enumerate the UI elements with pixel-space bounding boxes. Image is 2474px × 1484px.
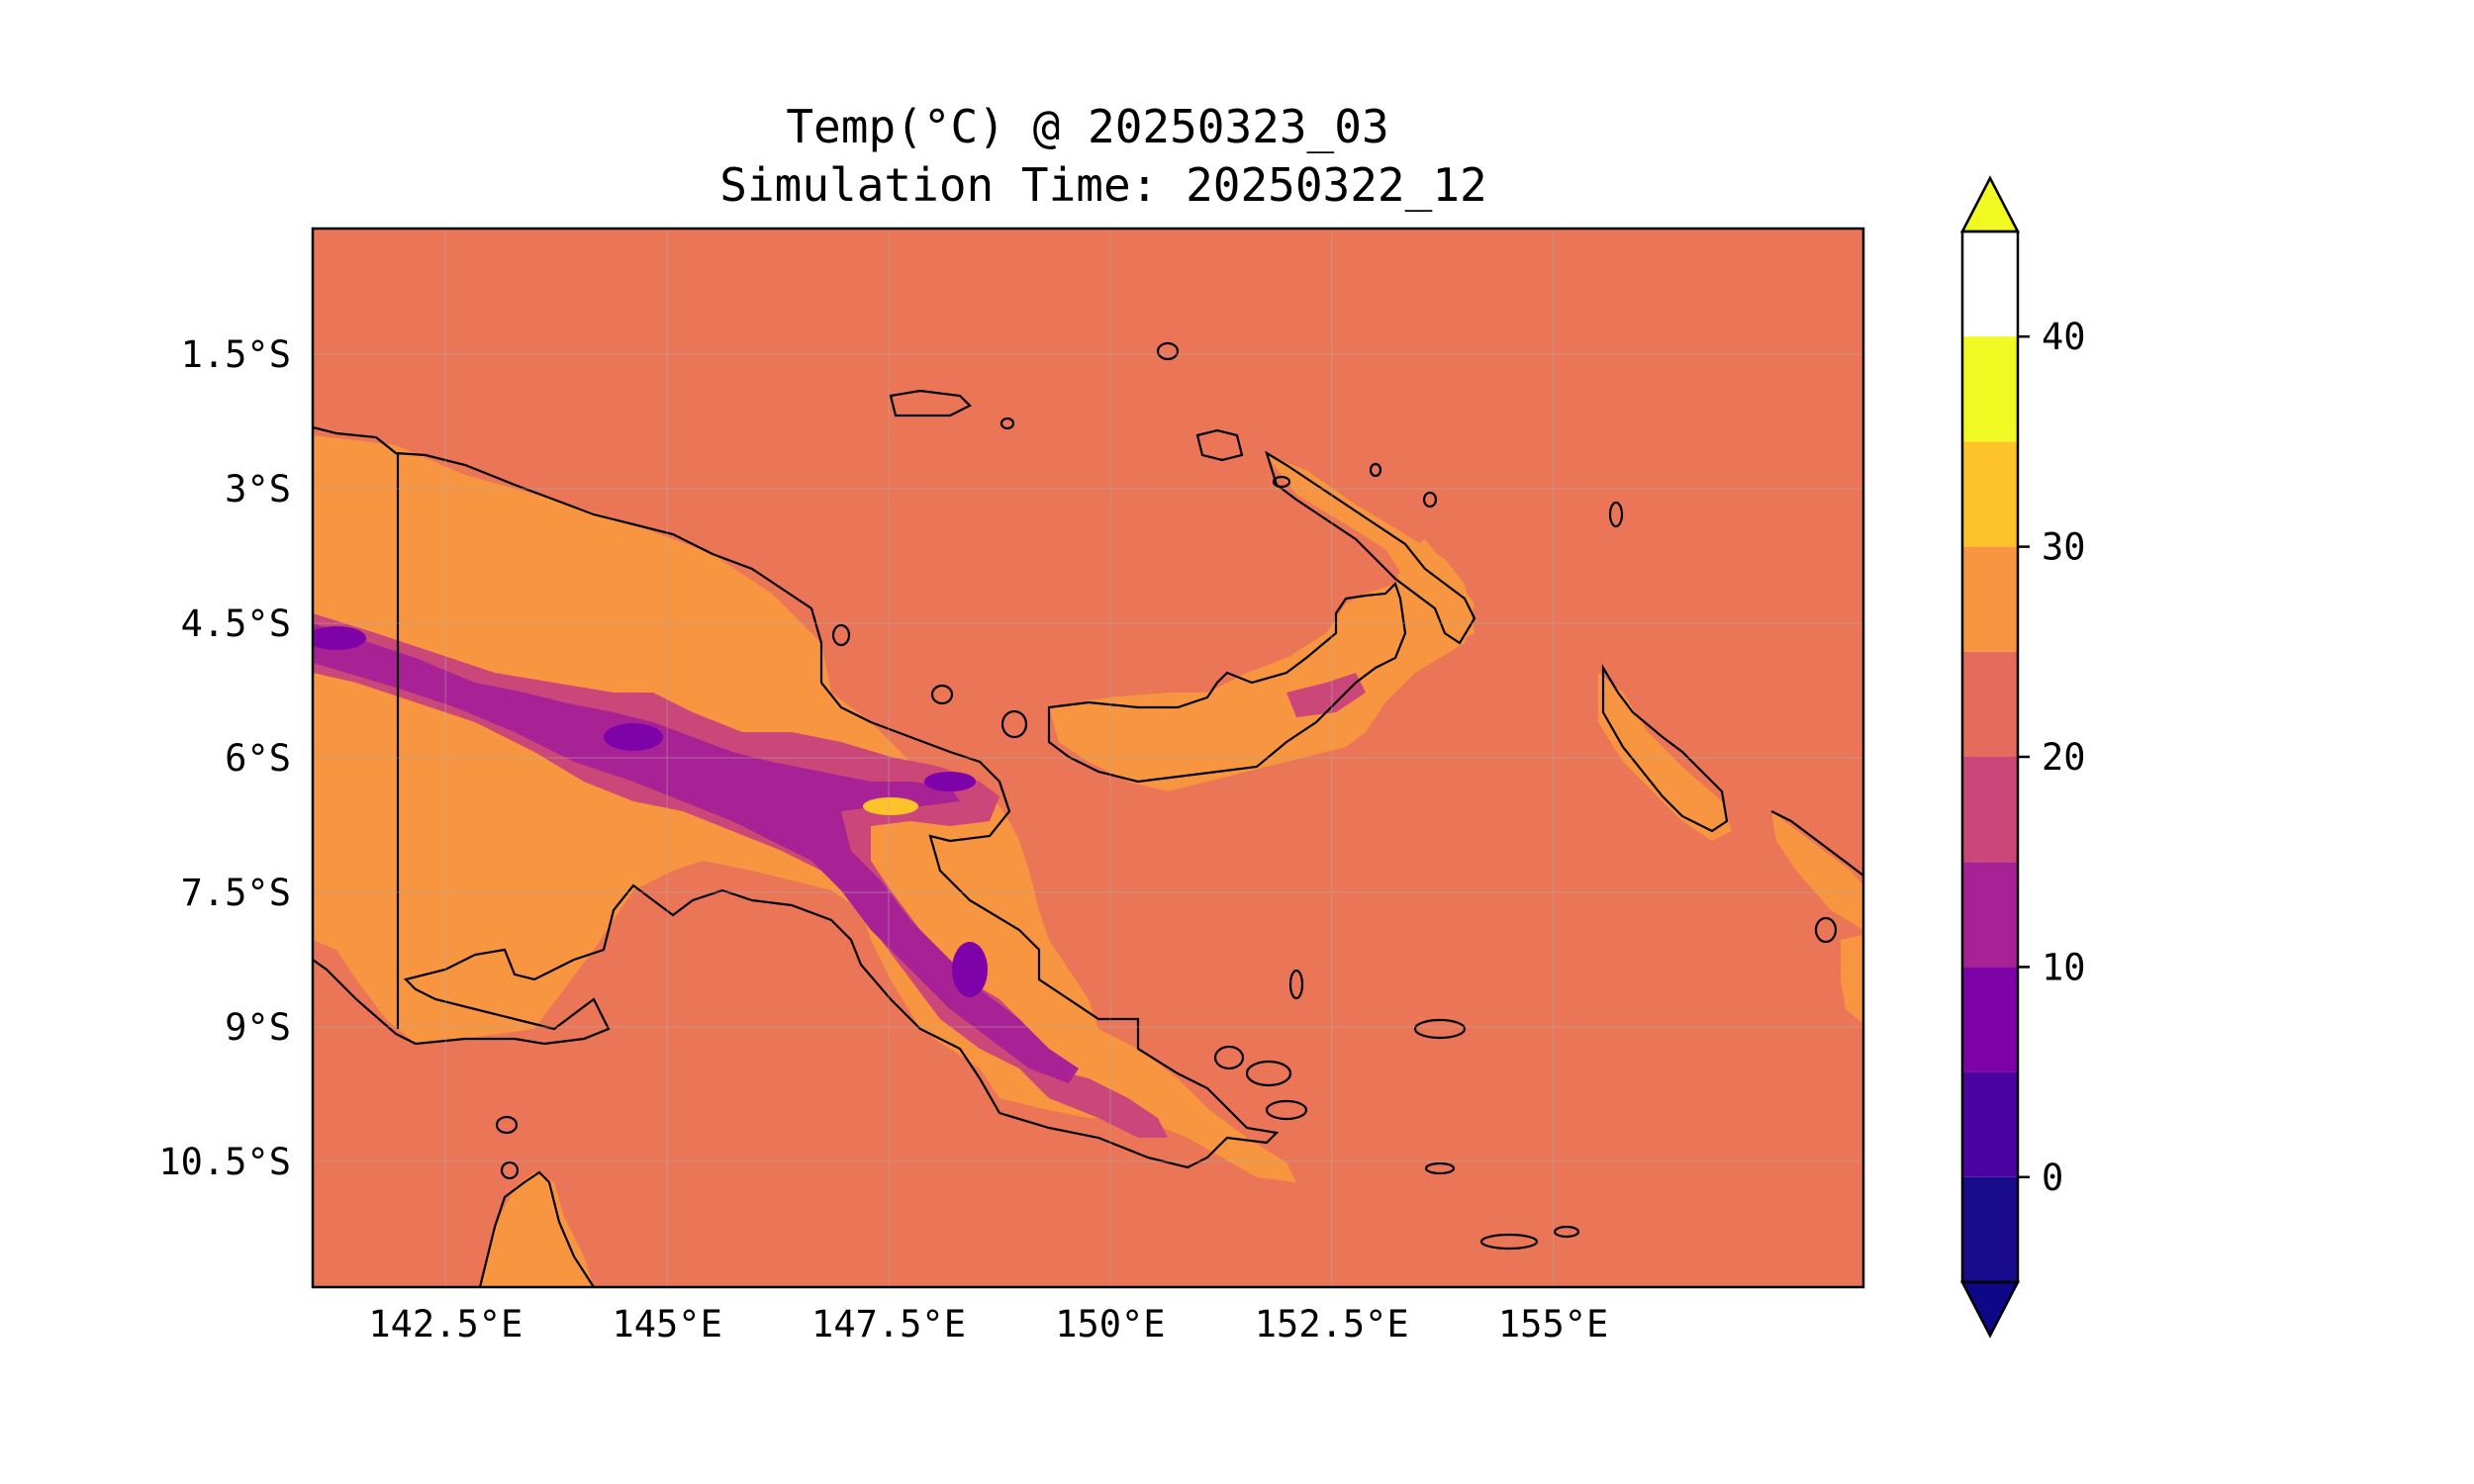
y-tick-label: 1.5°S <box>181 333 291 376</box>
small-island <box>1369 462 1382 478</box>
colorbar-segment <box>1962 1176 2018 1282</box>
colorbar: 0 10 20 30 40 <box>1959 175 2086 1339</box>
new-guinea-coastline <box>313 425 1280 1169</box>
highland-cold-zone <box>313 623 1079 1083</box>
new-britain-coastline <box>1047 581 1407 784</box>
colorbar-segment <box>1962 546 2018 652</box>
colorbar-segment <box>1962 441 2018 547</box>
y-tick-label: 9°S <box>225 1006 291 1049</box>
manus-coastline <box>1195 428 1244 462</box>
x-tick-label: 145°E <box>612 1303 721 1345</box>
small-island <box>1553 1225 1580 1239</box>
small-island <box>1272 475 1291 489</box>
map-subtitle: Simulation Time: 20250322_12 <box>719 158 1486 212</box>
gridlines <box>313 229 1863 1287</box>
peak-core-west <box>313 626 366 650</box>
solomon-warm <box>1771 811 1863 930</box>
coastlines <box>313 341 1863 1287</box>
new-britain-cool <box>1286 673 1366 717</box>
colorbar-under-arrow <box>1959 1280 2021 1339</box>
bougainville-warm <box>1598 673 1732 841</box>
colorbar-tick-label: 20 <box>2042 736 2086 779</box>
australia-warm <box>480 1172 594 1287</box>
colorbar-tick-label: 0 <box>2042 1157 2063 1199</box>
australia-coastline <box>478 1170 595 1287</box>
small-island <box>999 417 1015 430</box>
peak-core-highlands <box>604 723 663 751</box>
solomon-coastline <box>1770 810 1863 877</box>
small-island <box>495 1115 519 1135</box>
x-tick-label: 152.5°E <box>1255 1303 1409 1345</box>
small-island <box>1608 501 1624 528</box>
y-tick-label: 10.5°S <box>158 1141 291 1183</box>
colorbar-segment <box>1962 651 2018 757</box>
y-tick-label: 3°S <box>225 468 291 510</box>
colorbar-segment <box>1962 967 2018 1072</box>
y-tick-label: 4.5°S <box>181 603 291 645</box>
colorbar-tick-label: 30 <box>2042 526 2086 569</box>
small-island <box>1422 491 1438 509</box>
map-area: 142.5°E 145°E 147.5°E 150°E 152.5°E 155°E 1.5… <box>158 227 1865 1345</box>
colorbar-segment <box>1962 336 2018 442</box>
small-island <box>831 623 851 647</box>
small-island <box>1424 1161 1456 1175</box>
x-tick-label: 150°E <box>1055 1303 1165 1345</box>
small-island <box>1479 1233 1539 1251</box>
bougainville-coastline <box>1601 664 1729 833</box>
hot-spot <box>863 797 918 815</box>
colorbar-tick-label: 10 <box>2042 946 2086 988</box>
x-axis-ticks: 142.5°E 145°E 147.5°E 150°E 152.5°E 155°E <box>368 1303 1608 1345</box>
colorbar-segment <box>1962 862 2018 968</box>
x-tick-label: 147.5°E <box>811 1303 966 1345</box>
small-island <box>1213 1045 1245 1070</box>
peak-core-owen <box>952 942 988 997</box>
y-axis-ticks: 1.5°S 3°S 4.5°S 6°S 7.5°S 9°S 10.5°S <box>158 333 291 1183</box>
new-britain-warm <box>1049 539 1475 791</box>
small-island <box>1288 969 1304 1000</box>
small-island <box>1413 1018 1467 1040</box>
colorbar-tick-label: 40 <box>2042 316 2086 358</box>
small-island <box>1000 709 1028 739</box>
new-ireland-coastline <box>1265 450 1476 645</box>
small-island <box>1245 1060 1292 1087</box>
x-tick-label: 155°E <box>1498 1303 1608 1345</box>
x-tick-label: 142.5°E <box>368 1303 523 1345</box>
temperature-field <box>313 435 1863 1287</box>
map-title: Temp(°C) @ 20250323_03 <box>786 100 1388 153</box>
new-ireland-warm <box>1267 455 1475 643</box>
peak-core-central <box>924 772 976 791</box>
y-tick-label: 7.5°S <box>181 872 291 914</box>
solomon-south-warm <box>1841 935 1863 1024</box>
small-island <box>500 1160 520 1180</box>
small-island <box>930 684 954 705</box>
colorbar-segment <box>1962 1071 2018 1177</box>
map-frame <box>311 227 1865 1289</box>
colorbar-over-arrow <box>1959 175 2021 233</box>
colorbar-segment <box>1962 757 2018 863</box>
small-island <box>1265 1099 1308 1121</box>
small-island <box>1814 916 1838 944</box>
y-tick-label: 6°S <box>225 737 291 780</box>
small-island <box>1156 341 1180 361</box>
karkar-coastline <box>889 389 972 417</box>
